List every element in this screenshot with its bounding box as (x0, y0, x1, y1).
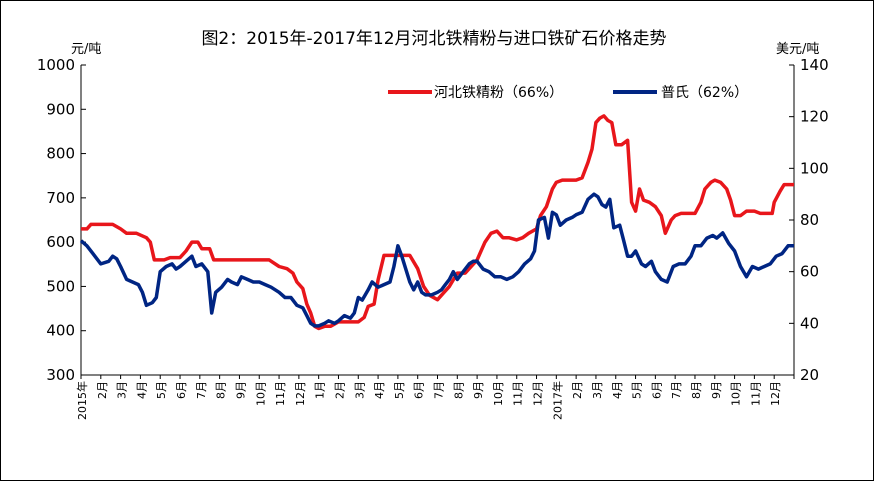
x-tick-label: 2月 (333, 381, 346, 399)
chart-title: 图2：2015年-2017年12月河北铁精粉与进口铁矿石价格走势 (201, 29, 666, 49)
x-tick-label: 7月 (433, 381, 446, 399)
x-tick-label: 2017年 (550, 381, 564, 420)
series-line-hebei-concentrate (81, 114, 794, 331)
x-tick-label: 12月 (769, 381, 782, 406)
x-tick-label: 6月 (175, 381, 188, 399)
x-tick-label: 5月 (631, 381, 644, 399)
x-tick-label: 12月 (294, 381, 307, 406)
x-tick-label: 11月 (512, 381, 525, 406)
x-tick-label: 9月 (234, 381, 247, 399)
x-tick-label: 10月 (730, 381, 743, 406)
x-tick-label: 2015年 (75, 381, 89, 420)
left-y-tick-label: 700 (46, 189, 75, 207)
left-y-tick-label: 500 (46, 277, 75, 295)
right-y-tick-label: 80 (800, 211, 819, 229)
left-axis-unit: 元/吨 (71, 42, 101, 57)
x-tick-label: 8月 (690, 381, 703, 399)
right-y-tick-label: 120 (800, 108, 829, 126)
x-tick-label: 2月 (96, 381, 109, 399)
x-tick-label: 2月 (571, 381, 584, 399)
series-line-platts-62 (79, 192, 794, 328)
right-y-tick-label: 60 (800, 263, 819, 281)
left-y-tick-label: 400 (46, 322, 75, 340)
x-tick-label: 11月 (274, 381, 287, 406)
right-axis-unit: 美元/吨 (776, 42, 819, 57)
x-tick-label: 4月 (135, 381, 148, 399)
right-y-tick-label: 140 (800, 56, 829, 74)
x-tick-label: 10月 (254, 381, 267, 406)
x-tick-label: 6月 (650, 381, 663, 399)
axes-group (80, 65, 795, 376)
x-tick-label: 9月 (710, 381, 723, 399)
x-tick-label: 8月 (215, 381, 228, 399)
x-tick-label: 3月 (353, 381, 366, 399)
x-tick-label: 7月 (195, 381, 208, 399)
x-tick-label: 8月 (452, 381, 465, 399)
legend-label-platts: 普氏（62%） (661, 85, 748, 101)
x-tick-label: 3月 (116, 381, 129, 399)
ticks-group: 300 400 500 600 700 800 900 1000 20 40 60 80 100 120 1… (37, 56, 829, 420)
right-y-tick-label: 40 (800, 314, 819, 332)
right-y-tick-label: 100 (800, 159, 829, 177)
left-y-tick-label: 300 (46, 366, 75, 384)
x-tick-label: 4月 (373, 381, 386, 399)
x-tick-label: 5月 (155, 381, 168, 399)
x-tick-label: 4月 (611, 381, 624, 399)
x-tick-label: 10月 (492, 381, 505, 406)
x-tick-label: 5月 (393, 381, 406, 399)
right-y-tick-label: 20 (800, 366, 819, 384)
left-y-tick-label: 600 (46, 233, 75, 251)
x-tick-label: 11月 (749, 381, 762, 406)
x-tick-label: 12月 (532, 381, 545, 406)
left-y-tick-label: 900 (46, 100, 75, 118)
x-tick-label: 9月 (472, 381, 485, 399)
left-y-tick-label: 800 (46, 145, 75, 163)
x-tick-label: 3月 (591, 381, 604, 399)
legend-label-hebei: 河北铁精粉（66%） (434, 85, 563, 101)
legend: 河北铁精粉（66%） 普氏（62%） (388, 85, 748, 101)
x-tick-label: 1月 (314, 381, 327, 399)
x-tick-label: 6月 (413, 381, 426, 399)
x-tick-label: 7月 (670, 381, 683, 399)
series-group (79, 114, 794, 331)
left-y-tick-label: 1000 (37, 56, 75, 74)
